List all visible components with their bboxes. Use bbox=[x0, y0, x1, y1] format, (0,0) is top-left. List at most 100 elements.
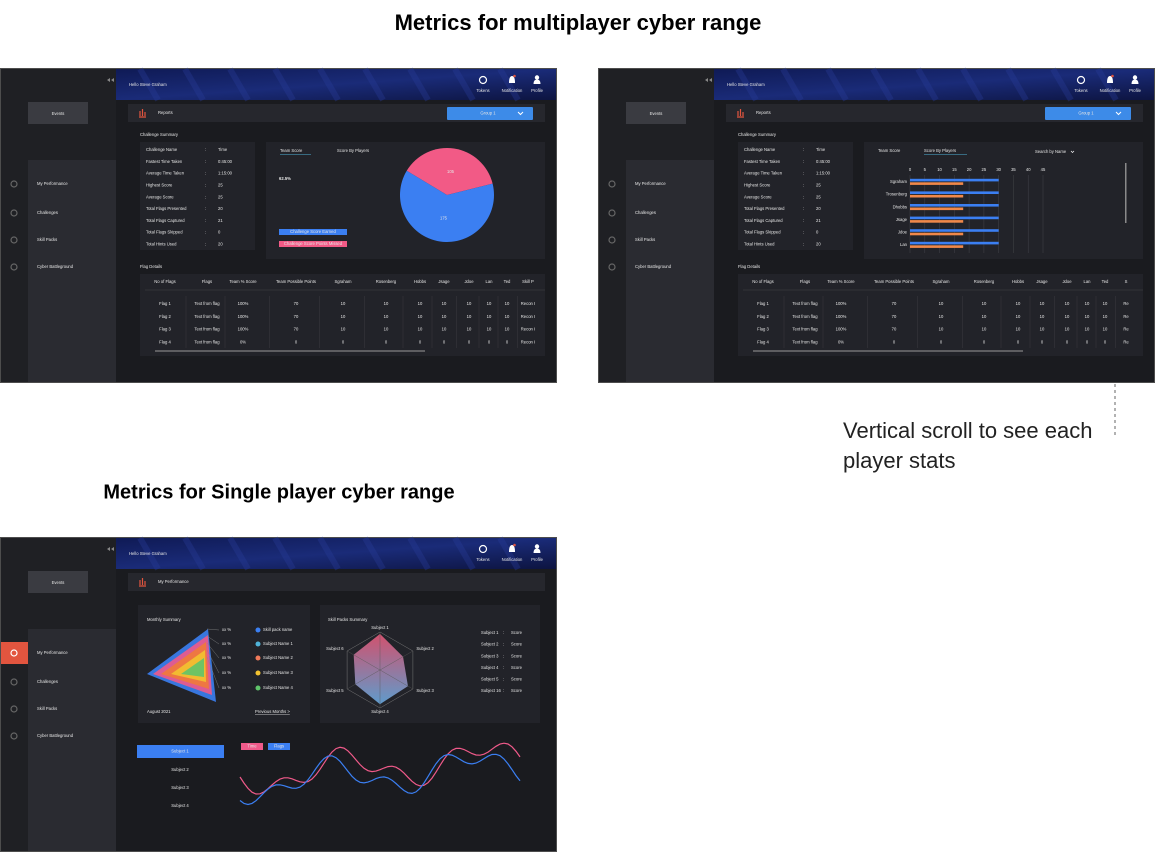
table-cell: 10 bbox=[442, 327, 447, 332]
menu-item[interactable]: Skill Packs bbox=[635, 237, 655, 242]
month-label: August 2021 bbox=[147, 709, 171, 714]
header-icon-label[interactable]: Notification bbox=[1100, 88, 1121, 93]
x-tick-label: 15 bbox=[952, 167, 957, 172]
score-button[interactable] bbox=[279, 241, 347, 247]
header-pattern bbox=[362, 67, 386, 102]
summary-separator: : bbox=[803, 242, 804, 247]
header-pattern bbox=[407, 67, 431, 102]
flags-panel bbox=[738, 274, 1143, 356]
menu-item[interactable]: Skill Packs bbox=[37, 706, 57, 711]
tokens-icon[interactable] bbox=[1076, 75, 1086, 85]
group-select[interactable] bbox=[447, 107, 533, 120]
subject-item[interactable]: Subject 2 bbox=[171, 767, 189, 772]
header-icon-label[interactable]: Tokens bbox=[476, 557, 489, 562]
table-cell: 0 bbox=[893, 340, 896, 345]
bell-icon[interactable] bbox=[509, 76, 515, 83]
menu-item[interactable]: Cyber Battleground bbox=[37, 264, 74, 269]
events-button[interactable] bbox=[28, 571, 88, 593]
group-label[interactable]: Group 1 bbox=[1078, 111, 1094, 116]
header-pattern bbox=[137, 536, 161, 571]
menu-item[interactable]: Cyber Battleground bbox=[37, 733, 74, 738]
subject-item[interactable]: Subject 4 bbox=[171, 803, 189, 808]
events-button[interactable] bbox=[28, 102, 88, 124]
menu-item[interactable]: Challenges bbox=[37, 210, 58, 215]
profile-head[interactable] bbox=[534, 544, 540, 549]
page-title-bar bbox=[128, 573, 545, 591]
scrollbar[interactable] bbox=[1125, 163, 1127, 223]
table-cell: Text from flag bbox=[792, 327, 818, 332]
summary-separator: : bbox=[803, 218, 804, 223]
menu-item[interactable]: Skill Packs bbox=[37, 237, 57, 242]
summary-separator: : bbox=[205, 147, 206, 152]
summary-name: Total Flags Skipped bbox=[146, 230, 183, 235]
score-button-label[interactable]: Challenge Score Earned bbox=[290, 229, 336, 234]
menu-item[interactable]: My Performance bbox=[635, 181, 666, 186]
subject-item[interactable]: Subject 3 bbox=[171, 785, 189, 790]
section-label: Skill Packs Summary bbox=[328, 617, 368, 622]
menu-item[interactable]: My Performance bbox=[37, 650, 68, 655]
menu-item[interactable]: My Performance bbox=[37, 181, 68, 186]
group-select[interactable] bbox=[1045, 107, 1131, 120]
section-label: Flag Details bbox=[738, 264, 760, 269]
menu-item[interactable]: Challenges bbox=[37, 679, 58, 684]
header-icon-label[interactable]: Notification bbox=[502, 557, 523, 562]
menu-item[interactable]: Cyber Battleground bbox=[635, 264, 672, 269]
header-icon-label[interactable]: Profile bbox=[1129, 88, 1142, 93]
header-icon-label[interactable]: Tokens bbox=[476, 88, 489, 93]
tokens-icon[interactable] bbox=[478, 544, 488, 554]
bar bbox=[910, 194, 964, 198]
header-icon-label[interactable]: Profile bbox=[531, 557, 544, 562]
bell-icon[interactable] bbox=[509, 545, 515, 552]
table-cell: 0 bbox=[983, 340, 986, 345]
tab[interactable]: Score By Players bbox=[337, 148, 369, 153]
tab[interactable]: Score By Players bbox=[924, 148, 956, 153]
previous-link[interactable]: Previous Months > bbox=[255, 709, 290, 714]
score-name: Subject 5 bbox=[481, 677, 499, 682]
menu-icon bbox=[10, 649, 18, 657]
subject-selected[interactable] bbox=[137, 745, 224, 758]
summary-value: 21 bbox=[816, 218, 821, 223]
column-header: Team Possible Points bbox=[276, 279, 316, 284]
table-cell: 10 bbox=[384, 327, 389, 332]
profile-head[interactable] bbox=[1132, 75, 1138, 80]
score-name: Subject 16 bbox=[481, 688, 501, 693]
score-name: Subject 4 bbox=[481, 665, 499, 670]
header-pattern bbox=[1095, 67, 1119, 102]
bar bbox=[910, 182, 964, 185]
header-icon-label[interactable]: Profile bbox=[531, 88, 544, 93]
header-icon-label[interactable]: Notification bbox=[502, 88, 523, 93]
table-cell: Text from flag bbox=[792, 314, 818, 319]
table-cell: 0 bbox=[295, 340, 298, 345]
events-button[interactable] bbox=[626, 102, 686, 124]
tab[interactable]: Team Score bbox=[878, 148, 901, 153]
table-cell: Text from flag bbox=[194, 327, 220, 332]
score-separator: : bbox=[503, 677, 504, 682]
column-header: Team Possible Points bbox=[874, 279, 914, 284]
summary-value: 20 bbox=[218, 206, 223, 211]
tab[interactable]: Team Score bbox=[280, 148, 303, 153]
search-select[interactable]: Search by Name bbox=[1035, 149, 1067, 154]
profile-head[interactable] bbox=[534, 75, 540, 80]
score-button[interactable] bbox=[279, 229, 347, 235]
summary-name: Fastest Time Taken bbox=[744, 159, 781, 164]
bell-icon[interactable] bbox=[1107, 76, 1113, 83]
group-label[interactable]: Group 1 bbox=[480, 111, 496, 116]
events-label[interactable]: Events bbox=[52, 580, 65, 585]
subject-item[interactable]: Subject 1 bbox=[171, 749, 189, 754]
menu-item[interactable]: Challenges bbox=[635, 210, 656, 215]
x-tick-label: 45 bbox=[1041, 167, 1046, 172]
table-cell: 10 bbox=[487, 327, 492, 332]
events-label[interactable]: Events bbox=[650, 111, 663, 116]
bar bbox=[910, 232, 964, 236]
percent-label: xx % bbox=[222, 627, 231, 632]
score-button-label[interactable]: Challenge Score Points Missed bbox=[284, 241, 343, 246]
header-icon-label[interactable]: Tokens bbox=[1074, 88, 1087, 93]
score-panel bbox=[864, 142, 1143, 259]
screen: Hello Steve Graham Tokens Notification Prof… bbox=[0, 67, 557, 383]
tokens-icon[interactable] bbox=[478, 75, 488, 85]
leader bbox=[206, 635, 220, 645]
score-value: Score bbox=[511, 642, 523, 647]
events-label[interactable]: Events bbox=[52, 111, 65, 116]
summary-name: Challenge Name bbox=[146, 147, 178, 152]
column-header: Hobbs bbox=[414, 279, 426, 284]
